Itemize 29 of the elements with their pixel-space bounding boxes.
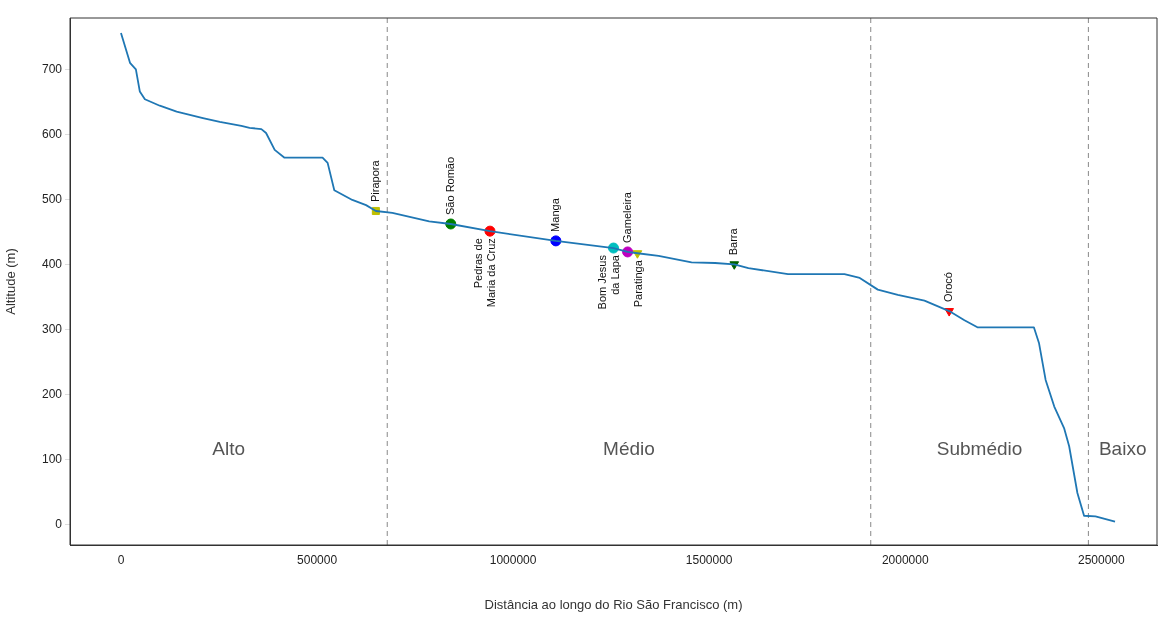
x-tick-label: 1500000 — [685, 552, 733, 567]
y-tick-label: 0 — [55, 517, 63, 532]
text: Barra — [727, 227, 740, 256]
y-tick-label: 100 — [41, 452, 63, 467]
text: Manga — [548, 197, 561, 232]
annotation: Submédio — [936, 438, 1023, 460]
text: Gameleira — [620, 191, 633, 243]
x-axis-title: Distância ao longo do Rio São Francisco (m) — [484, 596, 743, 612]
text: Pirapora — [368, 159, 381, 202]
y-tick-label: 500 — [41, 192, 63, 207]
y-tick-label: 400 — [41, 257, 63, 272]
text: Bom Jesus da Lapa — [595, 254, 621, 310]
text: Paratinga — [632, 259, 645, 308]
annotation: Alto — [212, 438, 245, 460]
y-tick-label: 200 — [41, 387, 63, 402]
annotation: Médio — [603, 438, 655, 460]
y-tick-label: 700 — [41, 62, 63, 77]
x-tick-label: 2000000 — [881, 552, 929, 567]
y-tick-label: 600 — [41, 127, 63, 142]
x-tick-label: 0 — [117, 552, 125, 567]
y-axis-title: Altitude (m) — [3, 248, 19, 315]
text: São Romão — [443, 156, 456, 215]
annotation: Baixo — [1098, 438, 1147, 460]
text: Orocó — [942, 272, 955, 303]
x-tick-label: 1000000 — [489, 552, 537, 567]
text: Pedras de Maria da Cruz — [472, 238, 498, 308]
y-tick-label: 300 — [41, 322, 63, 337]
x-tick-label: 500000 — [297, 552, 338, 567]
x-tick-label: 2500000 — [1077, 552, 1125, 567]
